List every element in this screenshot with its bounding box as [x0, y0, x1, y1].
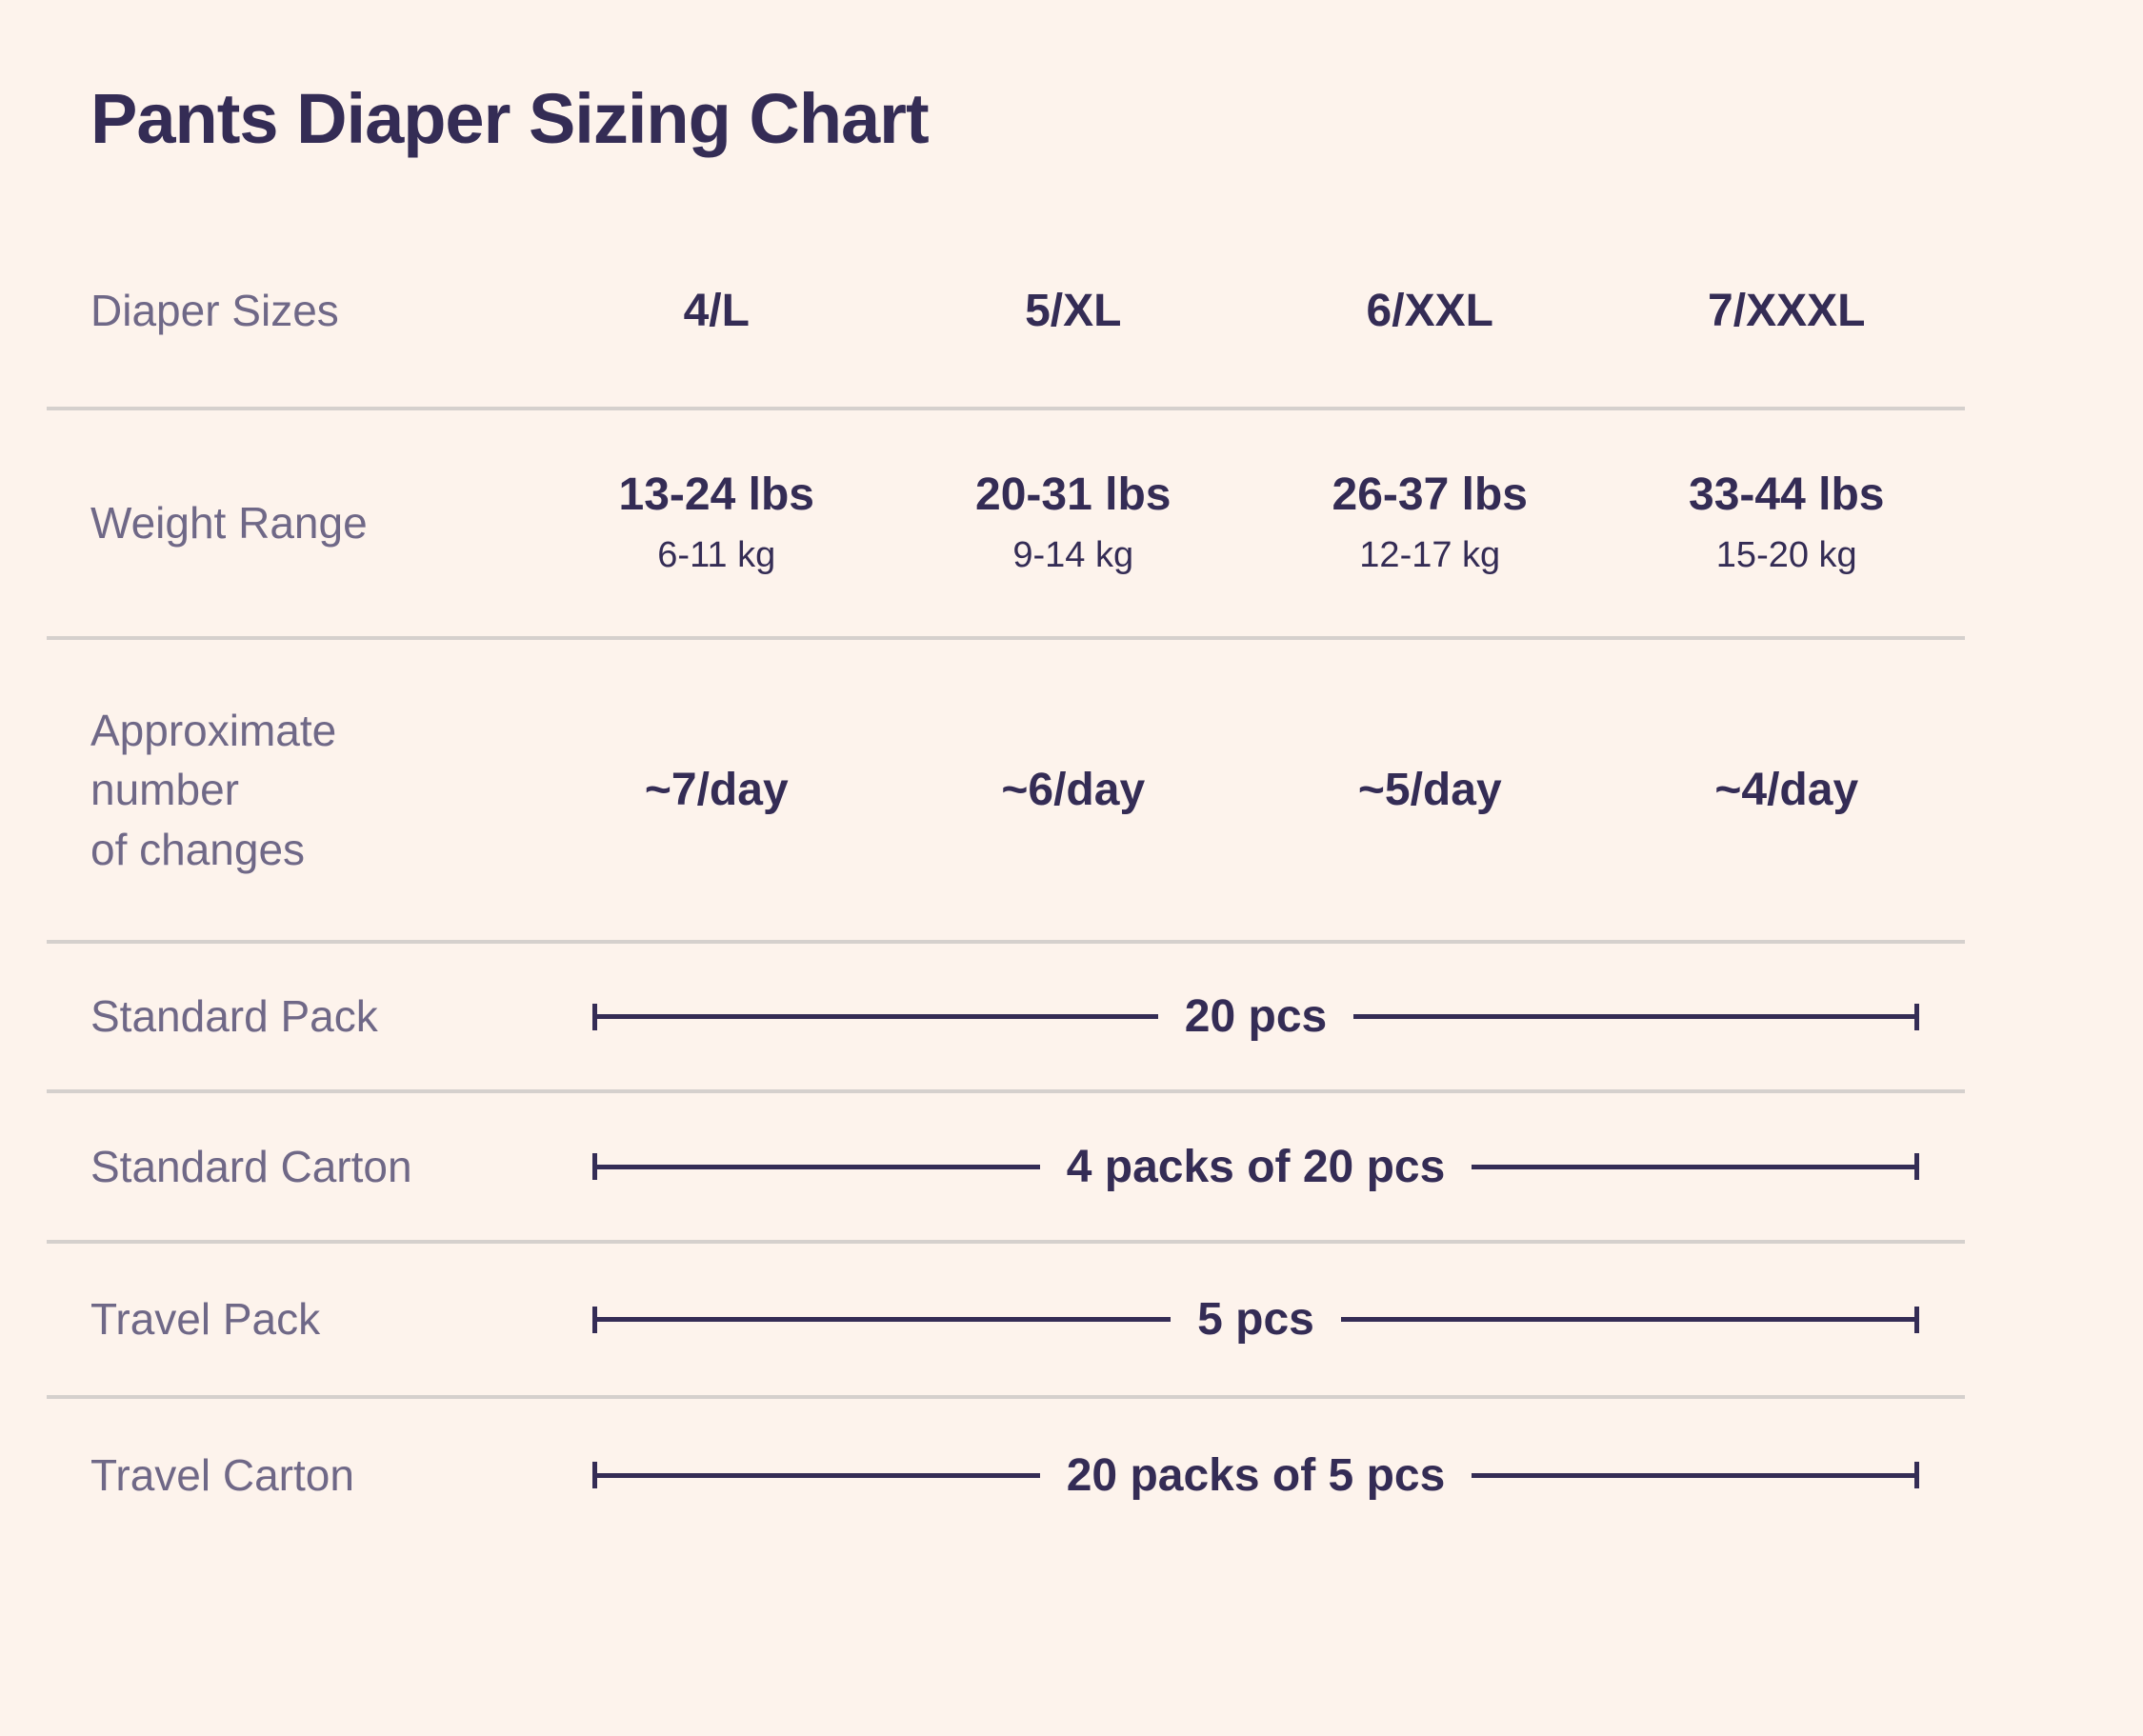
range-line-segment: [1472, 1164, 1915, 1169]
row-label-weight-range: Weight Range: [90, 498, 368, 549]
changes-per-day: ~6/day: [1001, 764, 1146, 815]
weight-cell: 20-31 lbs 9-14 kg: [895, 469, 1252, 576]
weight-cell: 13-24 lbs 6-11 kg: [538, 469, 895, 576]
size-column-header: 7/XXXL: [1708, 285, 1866, 336]
range-line-left-tick: [592, 1153, 597, 1180]
weight-lbs: 13-24 lbs: [618, 469, 814, 521]
range-line-right-tick: [1914, 1462, 1920, 1488]
table-row-changes: Approximate number of changes ~7/day ~6/…: [47, 640, 1965, 944]
sizing-table: Diaper Sizes 4/L 5/XL 6/XXL 7/XXXL Weigh…: [47, 215, 1965, 1551]
range-line-segment: [597, 1317, 1172, 1322]
range-line-left-tick: [592, 1003, 597, 1030]
range-line-left-tick: [592, 1462, 597, 1488]
weight-kg: 15-20 kg: [1715, 535, 1857, 575]
range-line-segment: [597, 1014, 1158, 1019]
table-row-diaper-sizes: Diaper Sizes 4/L 5/XL 6/XXL 7/XXXL: [47, 215, 1965, 410]
row-label-standard-pack: Standard Pack: [90, 991, 378, 1042]
pack-quantity: 5 pcs: [1197, 1294, 1314, 1345]
all-sizes-range-line: 20 packs of 5 pcs: [592, 1449, 1920, 1502]
range-line-segment: [1340, 1317, 1914, 1322]
range-line-segment: [1353, 1014, 1914, 1019]
weight-lbs: 26-37 lbs: [1332, 469, 1528, 521]
weight-kg: 12-17 kg: [1359, 535, 1501, 575]
weight-kg: 9-14 kg: [1012, 535, 1134, 575]
range-line-segment: [1472, 1472, 1915, 1478]
range-line-right-tick: [1914, 1003, 1919, 1030]
range-line-segment: [597, 1472, 1040, 1478]
table-row-weight-range: Weight Range 13-24 lbs 6-11 kg 20-31 lbs…: [47, 410, 1965, 640]
page-title: Pants Diaper Sizing Chart: [90, 79, 930, 158]
pack-quantity: 20 pcs: [1184, 991, 1328, 1042]
range-line-segment: [597, 1164, 1040, 1169]
all-sizes-range-line: 20 pcs: [592, 990, 1919, 1043]
size-column-header: 6/XXL: [1366, 285, 1493, 336]
weight-cell: 33-44 lbs 15-20 kg: [1609, 469, 1966, 576]
row-label-changes: Approximate number of changes: [90, 706, 337, 874]
weight-lbs: 20-31 lbs: [975, 469, 1172, 521]
pack-quantity: 4 packs of 20 pcs: [1066, 1141, 1446, 1192]
all-sizes-range-line: 5 pcs: [592, 1293, 1919, 1346]
row-label-diaper-sizes: Diaper Sizes: [90, 286, 339, 336]
table-row-travel-pack: Travel Pack 5 pcs: [47, 1244, 1965, 1399]
table-row-standard-pack: Standard Pack 20 pcs: [47, 944, 1965, 1093]
all-sizes-range-line: 4 packs of 20 pcs: [592, 1141, 1920, 1193]
weight-lbs: 33-44 lbs: [1689, 469, 1885, 521]
row-label-travel-carton: Travel Carton: [90, 1449, 354, 1500]
table-row-travel-carton: Travel Carton 20 packs of 5 pcs: [47, 1399, 1965, 1551]
weight-kg: 6-11 kg: [657, 535, 776, 575]
size-column-header: 4/L: [683, 285, 750, 336]
row-label-standard-carton: Standard Carton: [90, 1141, 412, 1191]
changes-per-day: ~5/day: [1357, 764, 1502, 815]
pack-quantity: 20 packs of 5 pcs: [1066, 1449, 1446, 1501]
row-label-travel-pack: Travel Pack: [90, 1294, 321, 1345]
range-line-right-tick: [1914, 1153, 1920, 1180]
size-column-header: 5/XL: [1025, 285, 1122, 336]
table-row-standard-carton: Standard Carton 4 packs of 20 pcs: [47, 1093, 1965, 1244]
range-line-left-tick: [592, 1306, 597, 1333]
weight-cell: 26-37 lbs 12-17 kg: [1252, 469, 1609, 576]
range-line-right-tick: [1914, 1306, 1919, 1333]
changes-per-day: ~4/day: [1714, 764, 1859, 815]
changes-per-day: ~7/day: [644, 764, 789, 815]
